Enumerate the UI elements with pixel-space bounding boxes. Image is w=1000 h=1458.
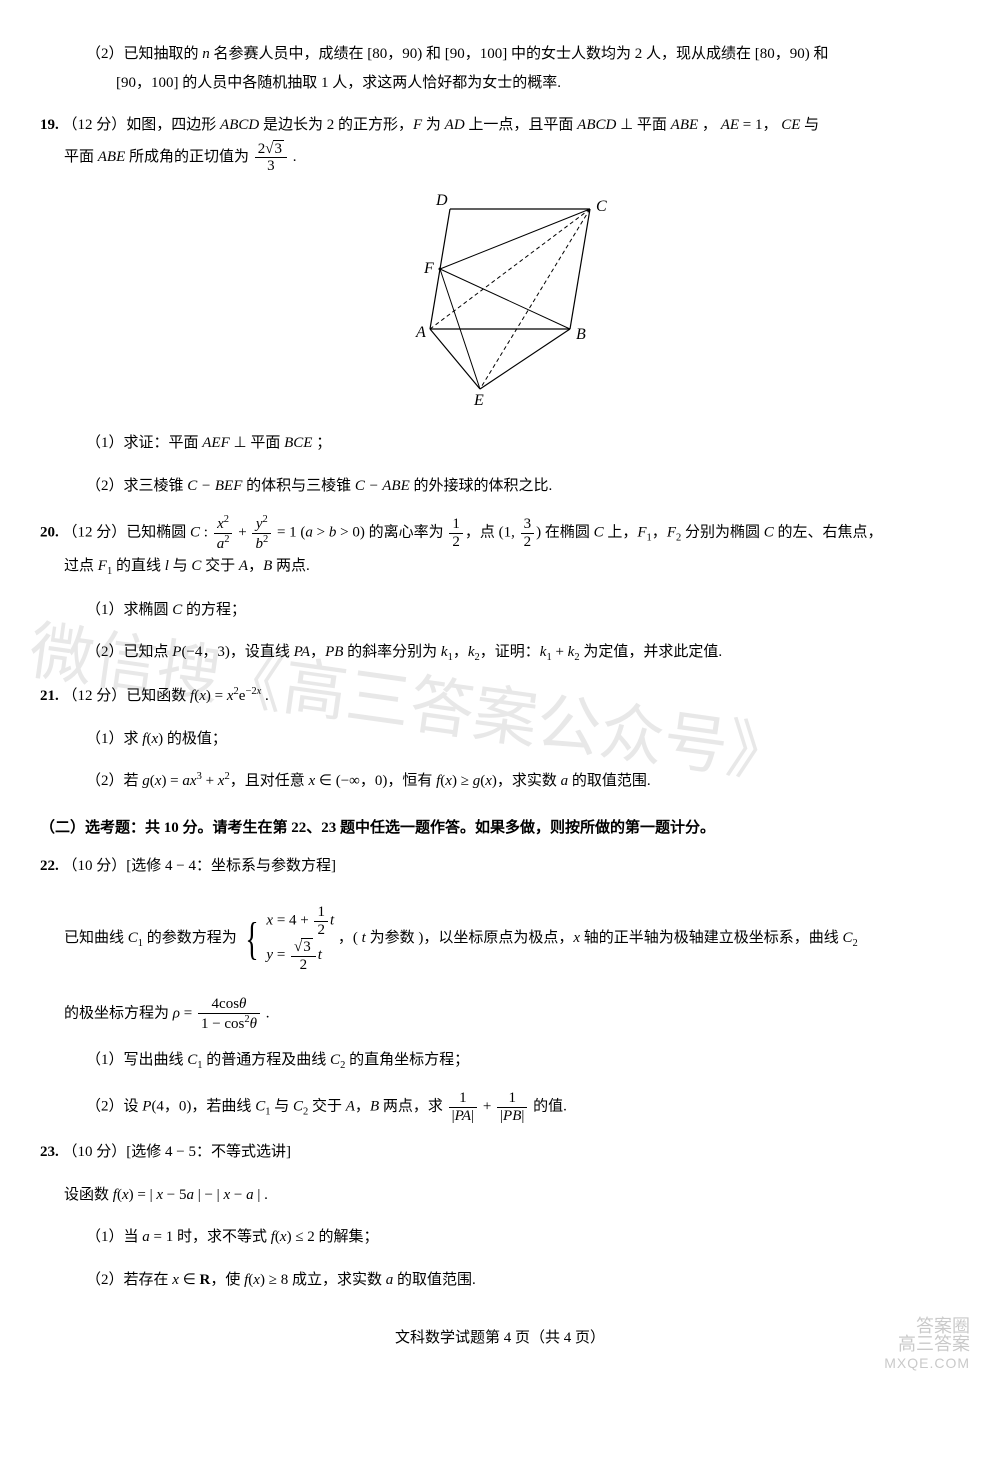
problem-18-part2: （2）已知抽取的 n 名参赛人员中，成绩在 [80，90) 和 [90，100]… [40,40,960,97]
section-2-heading: （二）选考题：共 10 分。请考生在第 22、23 题中任选一题作答。如果多做，… [40,814,960,843]
problem-20-points: （12 分） [63,524,127,540]
problem-23-sub1: （1）当 a = 1 时，求不等式 f(x) ≤ 2 的解集； [40,1223,960,1252]
problem-23-number: 23. [40,1144,59,1160]
problem-22-stem-b: 的极坐标方程为 ρ = 4cosθ1 − cos2θ . [40,996,960,1032]
problem-22-stem: 已知曲线 C1 的参数方程为 { x = 4 + 12t y = √32t ，(… [40,895,960,982]
problem-22-topic: [选修 4 − 4：坐标系与参数方程] [126,858,336,874]
problem-22-number: 22. [40,858,59,874]
problem-20: 20. （12 分）已知椭圆 C : x2a2 + y2b2 = 1 (a > … [40,514,960,582]
problem-21: 21. （12 分）已知函数 f(x) = x2e−2x . [40,682,960,711]
page-footer: 文科数学试题第 4 页（共 4 页） [40,1324,960,1353]
problem-20-number: 20. [40,524,59,540]
problem-19-points: （12 分） [63,117,127,133]
problem-22: 22. （10 分）[选修 4 − 4：坐标系与参数方程] [40,852,960,881]
figure-label-C: C [596,198,607,215]
problem-23: 23. （10 分）[选修 4 − 5：不等式选讲] [40,1138,960,1167]
figure-label-B: B [576,326,586,343]
figure-label-E: E [473,392,484,409]
figure-label-A: A [415,324,426,341]
problem-21-points: （12 分） [63,688,127,704]
problem-19-sub1: （1）求证：平面 AEF ⊥ 平面 BCE ； [40,429,960,458]
problem-22-points: （10 分） [63,858,127,874]
problem-23-points: （10 分） [63,1144,127,1160]
problem-22-sub2: （2）设 P(4，0)，若曲线 C1 与 C2 交于 A，B 两点，求 1|PA… [40,1090,960,1124]
problem-19: 19. （12 分）如图，四边形 ABCD 是边长为 2 的正方形，F 为 AD… [40,111,960,175]
figure-label-D: D [435,192,448,209]
watermark-url: MXQE.COM [884,1350,970,1377]
problem-22-sub1: （1）写出曲线 C1 的普通方程及曲线 C2 的直角坐标方程； [40,1046,960,1076]
problem-23-stem: 设函数 f(x) = | x − 5a | − | x − a | . [40,1181,960,1210]
problem-23-topic: [选修 4 − 5：不等式选讲] [126,1144,291,1160]
problem-20-sub1: （1）求椭圆 C 的方程； [40,596,960,625]
problem-20-sub2: （2）已知点 P(−4，3)，设直线 PA，PB 的斜率分别为 k1，k2，证明… [40,638,960,668]
figure-label-F: F [423,260,434,277]
problem-19-sub2: （2）求三棱锥 C − BEF 的体积与三棱锥 C − ABE 的外接球的体积之… [40,472,960,501]
problem-19-figure: A B C D F E [40,189,960,420]
problem-21-sub2: （2）若 g(x) = ax3 + x2，且对任意 x ∈ (−∞，0)，恒有 … [40,767,960,796]
problem-21-number: 21. [40,688,59,704]
problem-21-sub1: （1）求 f(x) 的极值； [40,725,960,754]
problem-19-number: 19. [40,117,59,133]
problem-23-sub2: （2）若存在 x ∈ R，使 f(x) ≥ 8 成立，求实数 a 的取值范围. [40,1266,960,1295]
